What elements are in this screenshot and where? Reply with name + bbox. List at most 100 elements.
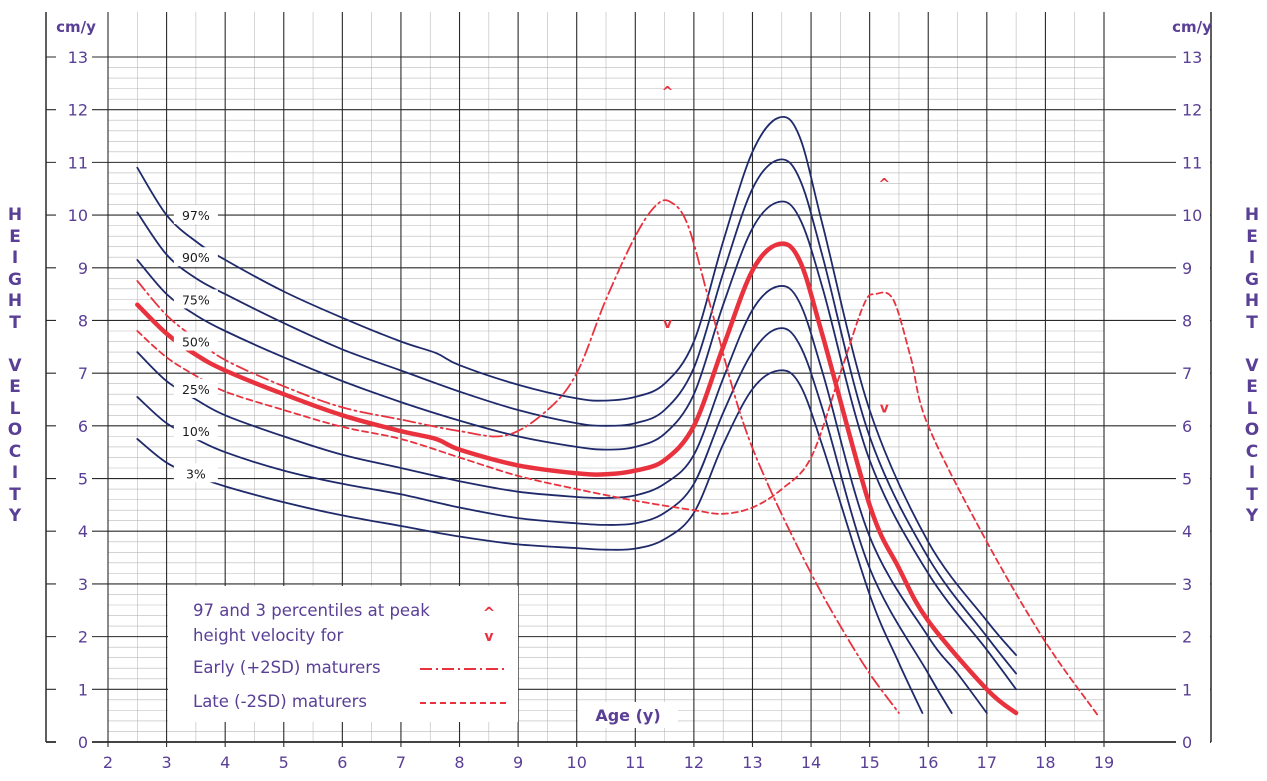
percentile-label: 25%	[182, 382, 210, 397]
y-tick-label-left: 2	[78, 628, 88, 647]
y-axis-title-letter: H	[1244, 205, 1260, 225]
x-tick-label: 13	[742, 753, 762, 772]
series-line-3-	[136, 369, 924, 714]
y-unit-label-left: cm/y	[56, 18, 96, 36]
legend-peak-text-1: 97 and 3 percentiles at peak	[193, 601, 430, 620]
y-tick-bg-right	[1176, 46, 1210, 68]
y-tick-bg-left	[56, 309, 92, 332]
y-tick-label-left: 4	[78, 522, 88, 541]
series-line-90-	[136, 158, 1017, 675]
y-tick-bg-left	[56, 467, 92, 490]
y-axis-title-letter: G	[1245, 269, 1259, 290]
y-axis-title-letter: G	[8, 269, 22, 290]
series-line-97-	[136, 115, 1017, 656]
y-tick-label-right: 4	[1182, 522, 1192, 541]
x-tick-label: 5	[279, 753, 289, 772]
percentile-labels: 97% 90% 75% 50% 25% 10% 3%	[173, 205, 218, 483]
y-tick-bg-right	[1176, 98, 1210, 121]
x-tick-label: 17	[977, 753, 997, 772]
y-axis-title-letter: L	[9, 398, 21, 419]
y-tick-bg-right	[1176, 256, 1210, 279]
percentile-label-bg	[173, 331, 218, 351]
percentile-label: 10%	[182, 424, 210, 439]
y-tick-bg-left	[56, 204, 92, 227]
percentile-label: 3%	[186, 466, 206, 481]
y-tick-label-left: 5	[78, 470, 88, 489]
x-tick-label: 9	[513, 753, 523, 772]
percentile-label-bg	[173, 247, 218, 267]
y-tick-bg-right	[1176, 151, 1210, 174]
y-axis-title-letter: E	[1246, 226, 1258, 247]
peak-marker-down: v	[880, 400, 889, 416]
y-tick-label-left: 0	[78, 733, 88, 752]
y-tick-label-right: 1	[1182, 680, 1192, 699]
y-tick-bg-left	[56, 46, 92, 68]
x-tick-label: 14	[801, 753, 821, 772]
y-tick-bg-right	[1176, 572, 1210, 595]
y-axis-title-letter: V	[1245, 355, 1259, 376]
y-axis-title-letter: I	[1248, 248, 1256, 268]
y-axis-title-letter: C	[1245, 441, 1259, 462]
x-tick-label: 15	[859, 753, 879, 772]
series-line-50-	[135, 241, 1019, 716]
y-axis-title-letter: Y	[1245, 506, 1259, 526]
series-layer	[135, 115, 1099, 717]
percentile-label: 90%	[182, 250, 210, 265]
y-axis-title-letter: I	[1248, 463, 1256, 483]
y-axis-title-letter: H	[7, 291, 23, 311]
y-tick-bg-left	[56, 678, 92, 701]
series-line-late-2sd-maturers	[136, 291, 1099, 717]
x-tick-label: 4	[220, 753, 230, 772]
y-axis-title-letter: O	[1244, 420, 1260, 440]
x-tick-label: 7	[396, 753, 406, 772]
peak-marker-up: ^	[878, 176, 890, 192]
y-axis-title-letter: E	[9, 377, 21, 397]
y-axis-title-letter: T	[1246, 484, 1258, 505]
y-axis-title-letter	[0, 334, 30, 356]
percentile-label: 97%	[182, 208, 210, 223]
x-tick-label: 10	[567, 753, 587, 772]
y-unit-label-right: cm/y	[1172, 18, 1212, 36]
y-tick-label-right: 8	[1182, 311, 1192, 330]
y-tick-bg-right	[1176, 414, 1210, 437]
y-tick-label-right: 3	[1182, 575, 1192, 594]
y-tick-label-left: 12	[68, 101, 88, 120]
y-tick-label-right: 7	[1182, 364, 1192, 383]
y-tick-label-left: 9	[78, 259, 88, 278]
peak-marker-down: v	[663, 316, 672, 332]
x-tick-label: 12	[684, 753, 704, 772]
percentile-label-bg	[173, 378, 218, 398]
y-tick-bg-right	[1176, 362, 1210, 385]
y-tick-label-right: 11	[1182, 153, 1202, 172]
y-axis-title-letter: C	[8, 441, 22, 462]
legend-up-marker: ^	[483, 604, 496, 622]
y-tick-bg-left	[56, 256, 92, 279]
y-tick-label-left: 1	[78, 680, 88, 699]
legend-down-marker: v	[484, 629, 493, 645]
x-tick-label: 3	[161, 753, 171, 772]
y-tick-bg-right	[1176, 731, 1210, 753]
y-tick-label-right: 5	[1182, 470, 1192, 489]
y-axis-title-letter: I	[11, 463, 19, 483]
y-axis-title-letter: E	[9, 226, 21, 247]
percentile-label-bg	[173, 205, 218, 225]
y-tick-label-right: 9	[1182, 259, 1192, 278]
y-tick-label-right: 2	[1182, 628, 1192, 647]
percentile-label: 50%	[182, 335, 210, 350]
legend: 97 and 3 percentiles at peak height velo…	[168, 586, 518, 722]
legend-peak-text-2: height velocity for	[193, 626, 343, 645]
legend-early-label: Early (+2SD) maturers	[193, 658, 381, 677]
legend-late-label: Late (-2SD) maturers	[193, 692, 367, 711]
percentile-label-bg	[173, 421, 218, 441]
peak-markers: ^ v ^ v	[662, 84, 891, 416]
y-tick-label-right: 13	[1182, 48, 1202, 67]
y-tick-label-right: 12	[1182, 101, 1202, 120]
percentile-label: 75%	[182, 292, 210, 307]
y-tick-label-left: 6	[78, 417, 88, 436]
y-tick-label-left: 3	[78, 575, 88, 594]
y-axis-title-letter	[1237, 334, 1267, 356]
y-tick-bg-left	[56, 731, 92, 753]
